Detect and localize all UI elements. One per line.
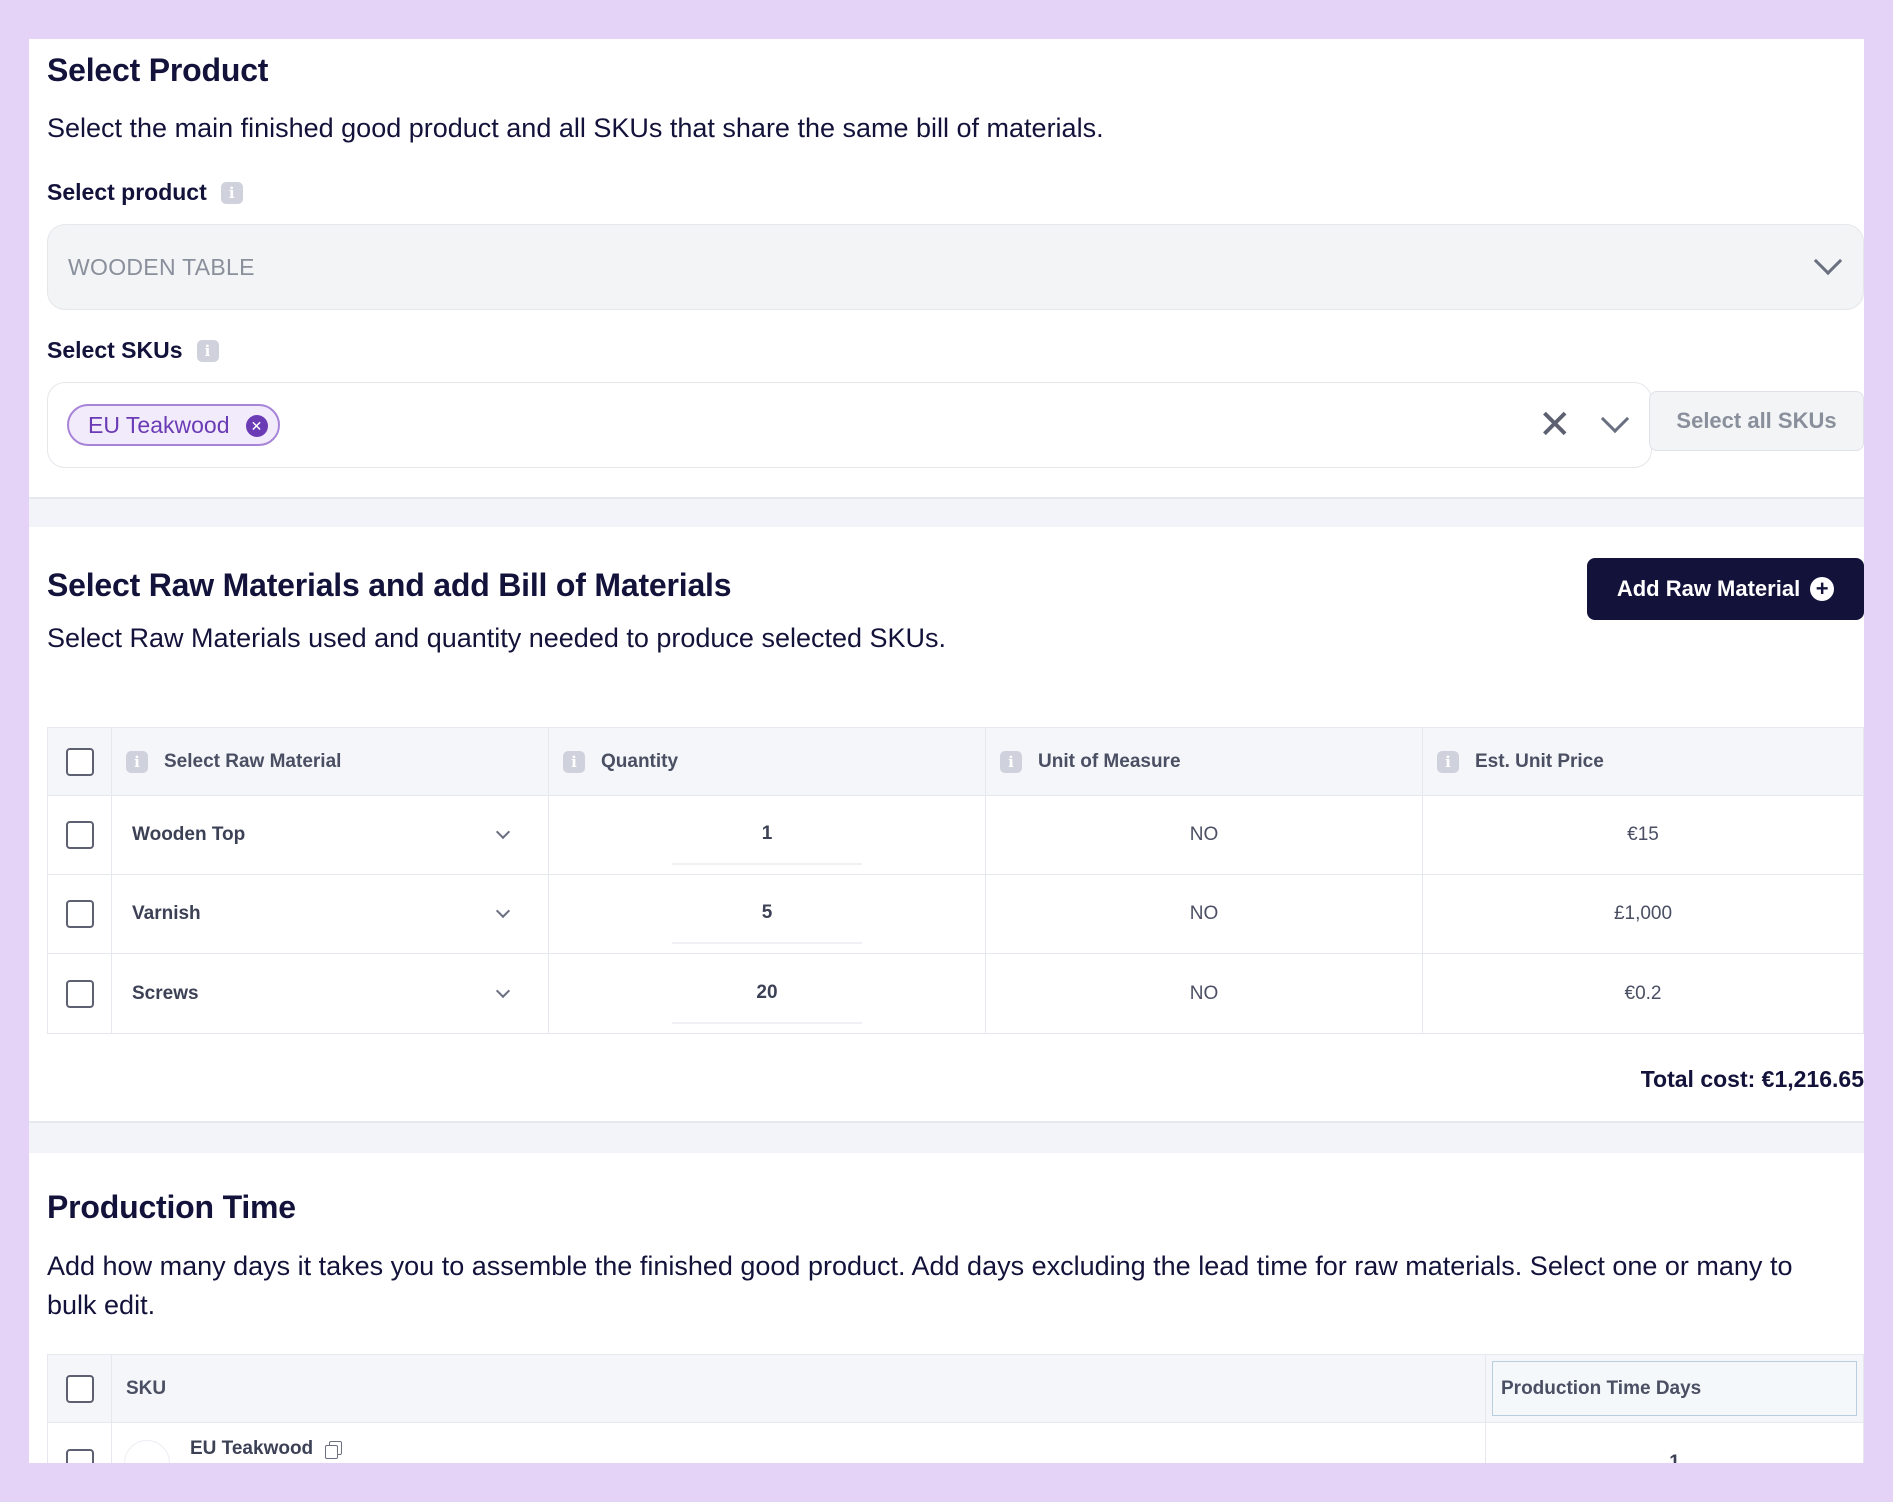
column-header-label: Select Raw Material bbox=[164, 750, 342, 772]
add-raw-material-button[interactable]: Add Raw Material + bbox=[1587, 558, 1864, 620]
info-icon[interactable]: i bbox=[1437, 750, 1459, 773]
column-header-label: Unit of Measure bbox=[1038, 750, 1181, 772]
row-checkbox-cell bbox=[48, 954, 112, 1033]
material-select[interactable]: Varnish bbox=[112, 875, 549, 953]
skus-label-text: Select SKUs bbox=[47, 337, 183, 363]
price-cell: €0.2 bbox=[1624, 982, 1662, 1004]
material-name: Screws bbox=[132, 982, 199, 1004]
quantity-cell: 1 bbox=[549, 796, 986, 874]
sku-chip[interactable]: EU Teakwood ✕ bbox=[67, 404, 280, 446]
info-icon[interactable]: i bbox=[126, 750, 148, 773]
unit-cell: NO bbox=[986, 954, 1423, 1033]
production-time-title: Production Time bbox=[47, 1189, 296, 1225]
column-header: SKU bbox=[112, 1355, 1486, 1422]
sku-cell: EU Teakwood Color white - Size L bbox=[112, 1423, 1486, 1463]
header-checkbox-cell bbox=[48, 1355, 112, 1422]
info-icon[interactable]: i bbox=[220, 181, 243, 204]
total-cost: Total cost: €1,216.65 bbox=[1640, 1066, 1864, 1092]
plus-circle-icon: + bbox=[1810, 577, 1835, 601]
production-time-table: SKU Production Time Days EU Teakwood bbox=[47, 1354, 1864, 1463]
column-header: i Est. Unit Price bbox=[1423, 728, 1863, 795]
sku-text: EU Teakwood Color white - Size L bbox=[190, 1438, 355, 1463]
add-raw-material-label: Add Raw Material bbox=[1616, 576, 1801, 601]
column-header-label: Est. Unit Price bbox=[1475, 750, 1604, 772]
material-name: Varnish bbox=[132, 903, 201, 924]
column-header-label: Quantity bbox=[601, 750, 679, 772]
column-header: i Select Raw Material bbox=[112, 728, 549, 795]
chevron-down-icon[interactable] bbox=[495, 824, 511, 840]
material-select[interactable]: Screws bbox=[112, 954, 549, 1033]
select-all-skus-button[interactable]: Select all SKUs bbox=[1649, 391, 1864, 451]
close-icon[interactable]: ✕ bbox=[1538, 402, 1572, 448]
quantity-input[interactable]: 20 bbox=[672, 964, 862, 1024]
select-all-checkbox[interactable] bbox=[65, 747, 94, 776]
page: Select Product Select the main finished … bbox=[29, 39, 1864, 1463]
sku-multiselect[interactable]: EU Teakwood ✕ ✕ bbox=[47, 382, 1652, 468]
product-label-text: Select product bbox=[47, 179, 207, 205]
row-checkbox[interactable] bbox=[65, 979, 94, 1008]
table-row: EU Teakwood Color white - Size L 1 bbox=[48, 1423, 1863, 1463]
raw-materials-card: Select Raw Materials and add Bill of Mat… bbox=[29, 527, 1864, 1123]
sku-info: EU Teakwood Color white - Size L bbox=[112, 1438, 355, 1463]
raw-materials-title: Select Raw Materials and add Bill of Mat… bbox=[47, 567, 732, 603]
unit-cell: NO bbox=[986, 875, 1423, 953]
column-header-label: SKU bbox=[126, 1377, 167, 1399]
table-header: SKU Production Time Days bbox=[48, 1355, 1863, 1423]
table-row: Varnish 5 NO £1,000 bbox=[48, 875, 1863, 954]
raw-materials-table: i Select Raw Material i Quantity i Unit … bbox=[47, 727, 1864, 1034]
column-header: Production Time Days bbox=[1486, 1355, 1863, 1422]
column-header: i Quantity bbox=[549, 728, 986, 795]
row-checkbox[interactable] bbox=[65, 1449, 94, 1463]
chevron-down-icon[interactable] bbox=[495, 983, 511, 998]
production-time-card: Production Time Add how many days it tak… bbox=[29, 1153, 1864, 1463]
info-icon[interactable]: i bbox=[563, 750, 585, 773]
table-header: i Select Raw Material i Quantity i Unit … bbox=[48, 728, 1863, 796]
sku-chip-label: EU Teakwood bbox=[88, 411, 230, 438]
row-checkbox-cell bbox=[48, 1423, 112, 1463]
column-header: i Unit of Measure bbox=[986, 728, 1423, 795]
avatar bbox=[124, 1440, 170, 1463]
price-cell: €15 bbox=[1627, 824, 1659, 845]
select-all-checkbox[interactable] bbox=[65, 1374, 94, 1403]
table-row: Screws 20 NO €0.2 bbox=[48, 954, 1863, 1033]
product-label: Select product i bbox=[47, 179, 243, 206]
product-select-value: WOODEN TABLE bbox=[68, 253, 255, 280]
unit-cell: NO bbox=[986, 796, 1423, 874]
quantity-cell: 20 bbox=[549, 954, 986, 1033]
quantity-input[interactable]: 1 bbox=[672, 805, 862, 865]
production-time-description: Add how many days it takes you to assemb… bbox=[47, 1251, 1793, 1320]
material-name: Wooden Top bbox=[132, 824, 246, 845]
row-checkbox[interactable] bbox=[65, 821, 94, 849]
row-checkbox-cell bbox=[48, 796, 112, 874]
header-checkbox-cell bbox=[48, 728, 112, 795]
production-days-input[interactable]: 1 bbox=[1669, 1452, 1680, 1463]
table-row: Wooden Top 1 NO €15 bbox=[48, 796, 1863, 875]
price-cell: £1,000 bbox=[1613, 903, 1673, 924]
chevron-down-icon[interactable] bbox=[495, 903, 511, 919]
quantity-input[interactable]: 5 bbox=[672, 884, 862, 944]
production-time-header-label[interactable]: Production Time Days bbox=[1492, 1361, 1857, 1416]
select-product-description: Select the main finished good product an… bbox=[47, 113, 1104, 143]
sku-name: EU Teakwood bbox=[190, 1438, 314, 1459]
row-checkbox-cell bbox=[48, 875, 112, 953]
skus-label: Select SKUs i bbox=[47, 337, 219, 364]
quantity-cell: 5 bbox=[549, 875, 986, 953]
chevron-down-icon[interactable] bbox=[1813, 246, 1843, 276]
raw-materials-description: Select Raw Materials used and quantity n… bbox=[47, 623, 947, 653]
sku-name-row: EU Teakwood bbox=[190, 1438, 355, 1460]
select-product-card: Select Product Select the main finished … bbox=[29, 39, 1864, 499]
select-product-title: Select Product bbox=[47, 52, 269, 88]
chip-remove-icon[interactable]: ✕ bbox=[245, 415, 268, 437]
chevron-down-icon[interactable] bbox=[1600, 404, 1630, 434]
material-select[interactable]: Wooden Top bbox=[112, 796, 549, 874]
copy-icon[interactable] bbox=[325, 1441, 343, 1459]
info-icon[interactable]: i bbox=[196, 339, 219, 362]
product-select[interactable]: WOODEN TABLE bbox=[47, 224, 1864, 310]
row-checkbox[interactable] bbox=[65, 900, 94, 928]
info-icon[interactable]: i bbox=[1000, 750, 1022, 773]
